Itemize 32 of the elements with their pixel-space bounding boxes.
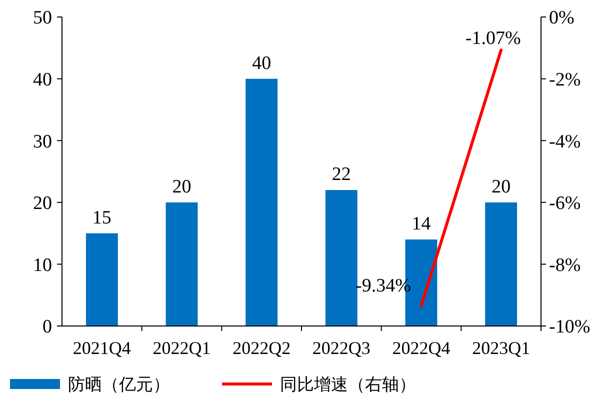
x-tick-label: 2022Q3 bbox=[312, 338, 370, 358]
y2-tick-label: -6% bbox=[549, 193, 581, 214]
y-tick-label: 10 bbox=[33, 254, 52, 276]
bar bbox=[485, 202, 518, 326]
y2-tick-label: -10% bbox=[549, 316, 590, 338]
y-tick-label: 40 bbox=[33, 69, 52, 90]
bar bbox=[86, 233, 118, 326]
y2-tick-label: 0% bbox=[549, 8, 574, 29]
y2-tick-label: -4% bbox=[549, 131, 581, 152]
x-tick-label: 2022Q2 bbox=[232, 338, 291, 358]
x-tick-label: 2022Q1 bbox=[152, 338, 211, 358]
y2-tick-label: -8% bbox=[549, 254, 581, 276]
data-label: 20 bbox=[492, 176, 511, 198]
data-label: -1.07% bbox=[465, 28, 521, 50]
y-tick-label: 30 bbox=[33, 131, 52, 152]
x-tick-label: 2023Q1 bbox=[472, 338, 530, 358]
data-label: 20 bbox=[172, 176, 192, 198]
bar bbox=[246, 78, 278, 326]
y2-tick-label: -2% bbox=[549, 69, 581, 90]
data-label: 40 bbox=[252, 52, 272, 74]
legend-label: 同比增速（右轴） bbox=[280, 374, 416, 394]
y-tick-label: 20 bbox=[33, 193, 52, 214]
y-tick-label: 50 bbox=[33, 8, 52, 29]
x-tick-label: 2022Q4 bbox=[392, 338, 450, 358]
y-tick-label: 0 bbox=[42, 316, 52, 338]
data-label: 22 bbox=[332, 164, 351, 186]
data-label: 14 bbox=[412, 213, 432, 234]
legend-label: 防晒（亿元） bbox=[68, 374, 170, 394]
x-tick-label: 2021Q4 bbox=[72, 338, 131, 358]
bar bbox=[166, 202, 198, 326]
data-label: 15 bbox=[92, 207, 112, 228]
bar bbox=[325, 190, 358, 326]
